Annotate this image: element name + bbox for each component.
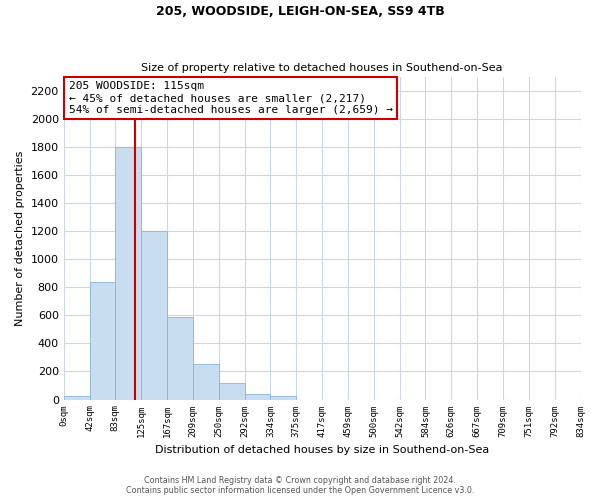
Bar [115,147,141,400]
Title: Size of property relative to detached houses in Southend-on-Sea: Size of property relative to detached ho… [142,63,503,73]
Y-axis label: Number of detached properties: Number of detached properties [15,150,25,326]
Text: Contains HM Land Registry data © Crown copyright and database right 2024.
Contai: Contains HM Land Registry data © Crown c… [126,476,474,495]
Bar [219,382,245,400]
X-axis label: Distribution of detached houses by size in Southend-on-Sea: Distribution of detached houses by size … [155,445,489,455]
Text: 205, WOODSIDE, LEIGH-ON-SEA, SS9 4TB: 205, WOODSIDE, LEIGH-ON-SEA, SS9 4TB [155,5,445,18]
Bar [89,282,115,400]
Bar [141,231,167,400]
Bar [245,394,271,400]
Bar [271,396,296,400]
Text: 205 WOODSIDE: 115sqm
← 45% of detached houses are smaller (2,217)
54% of semi-de: 205 WOODSIDE: 115sqm ← 45% of detached h… [69,82,393,114]
Bar [64,396,89,400]
Bar [193,364,219,400]
Bar [167,316,193,400]
